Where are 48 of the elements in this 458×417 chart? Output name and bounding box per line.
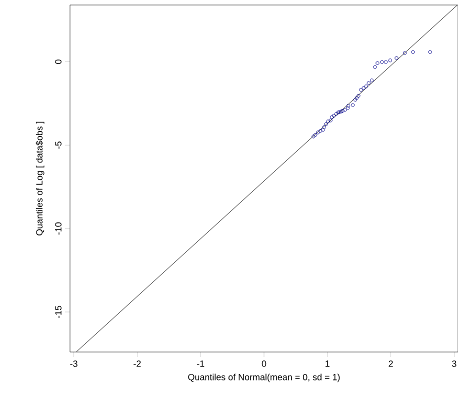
point: [338, 110, 342, 114]
point: [394, 56, 398, 60]
point: [328, 118, 332, 122]
y-tick-label: -15: [55, 306, 62, 318]
point: [428, 50, 432, 54]
point: [384, 60, 388, 64]
point: [312, 134, 316, 138]
point: [350, 103, 355, 107]
x-tick-label: 1: [326, 360, 330, 367]
point: [314, 132, 318, 137]
point: [353, 98, 358, 102]
x-tick-label: 2: [388, 360, 393, 367]
y-tick-label: -10: [55, 222, 62, 235]
point: [380, 60, 384, 64]
point: [402, 51, 407, 55]
x-tick-label: -2: [134, 360, 141, 367]
x-axis-title: Quantiles of Normal(mean = 0, sd = 1): [188, 374, 340, 382]
point: [388, 58, 392, 62]
point: [346, 106, 350, 110]
point: [366, 81, 370, 85]
point: [343, 108, 347, 112]
point: [332, 114, 336, 118]
y-axis-title: Quantiles of Log [ data$obs ]: [36, 122, 44, 236]
point: [370, 78, 374, 82]
point: [364, 84, 368, 88]
point: [356, 94, 360, 98]
y-tick-label: -5: [55, 142, 62, 149]
x-tick-label: 0: [262, 360, 266, 367]
x-tick-label: 3: [452, 360, 456, 367]
point: [318, 128, 322, 133]
x-tick-label: -3: [70, 360, 78, 367]
x-tick-label: -1: [197, 360, 204, 367]
point: [362, 86, 366, 90]
point: [346, 104, 350, 108]
point: [324, 122, 328, 126]
point: [334, 112, 338, 116]
point: [326, 120, 330, 124]
point: [330, 115, 334, 119]
point: [336, 110, 340, 114]
point: [376, 61, 380, 65]
point: [316, 130, 320, 134]
point: [322, 125, 326, 129]
point: [321, 128, 325, 132]
point: [373, 65, 377, 69]
point: [354, 96, 358, 100]
point: [411, 50, 415, 54]
point: [359, 88, 363, 92]
y-tick-label: 0: [55, 60, 62, 64]
